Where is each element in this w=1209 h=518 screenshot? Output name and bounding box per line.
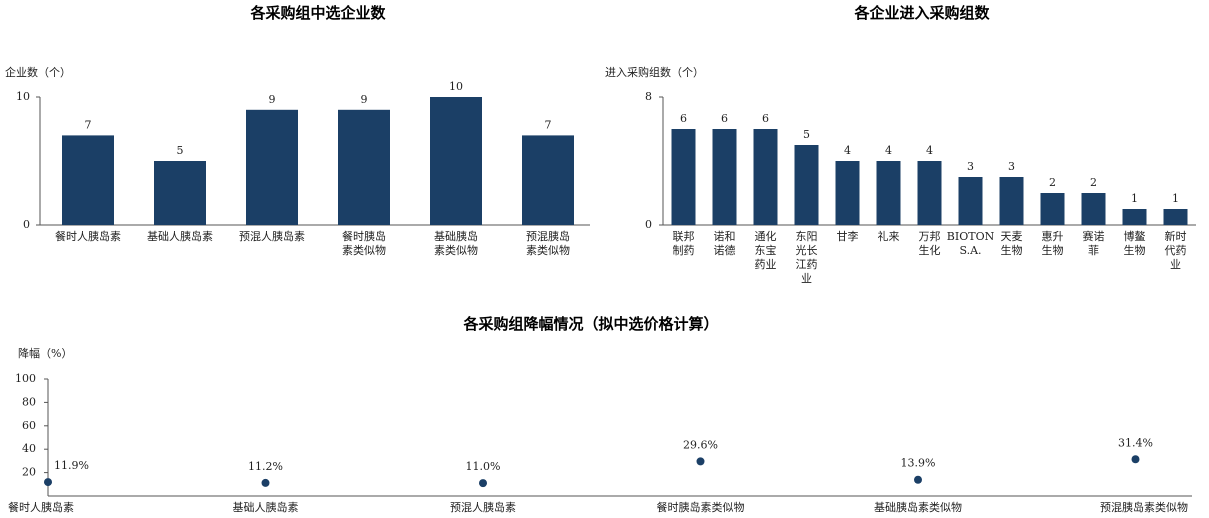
- bar: [522, 135, 574, 225]
- x-tick-label: 基础胰岛素类似物: [874, 500, 962, 514]
- y-tick-label: 100: [15, 372, 36, 385]
- x-tick-label: 基础人胰岛素: [233, 500, 299, 514]
- bar: [154, 161, 206, 225]
- value-label: 6: [680, 112, 687, 125]
- bar: [671, 129, 696, 225]
- x-tick-label: 东阳光长江药业: [796, 230, 818, 285]
- bar: [246, 109, 298, 225]
- x-tick-label: 餐时胰岛素类似物: [657, 500, 745, 514]
- value-label: 11.9%: [54, 459, 89, 472]
- x-tick-label: 预混胰岛素类似物: [526, 229, 570, 257]
- y-tick-label: 0: [23, 218, 30, 231]
- value-label: 2: [1049, 176, 1056, 189]
- x-tick-label: 餐时胰岛素类似物: [342, 229, 386, 257]
- dot: [479, 479, 487, 488]
- x-tick-label: 赛诺菲: [1083, 229, 1105, 257]
- x-tick-label: 预混人胰岛素: [239, 229, 305, 243]
- y-axis-label: 企业数（个）: [5, 65, 71, 79]
- x-tick-label: 天麦生物: [1001, 230, 1023, 257]
- dot: [44, 478, 52, 487]
- y-tick-label: 40: [22, 442, 36, 455]
- y-tick-label: 20: [22, 466, 36, 479]
- x-tick-label: 万邦生化: [919, 230, 941, 257]
- y-axis-label: 进入采购组数（个）: [605, 65, 704, 79]
- bar: [1163, 209, 1188, 225]
- bar: [753, 129, 778, 225]
- x-tick-label: BIOTON S.A.: [947, 230, 995, 257]
- value-label: 5: [177, 144, 184, 157]
- y-tick-label: 8: [645, 90, 652, 103]
- x-tick-label: 新时代药业: [1165, 229, 1187, 271]
- bar: [1122, 209, 1147, 225]
- x-tick-label: 礼来: [878, 229, 900, 243]
- value-label: 5: [803, 128, 810, 141]
- value-label: 2: [1090, 176, 1097, 189]
- value-label: 3: [967, 160, 974, 173]
- x-tick-label: 通化东宝药业: [755, 229, 777, 271]
- x-tick-label: 餐时人胰岛素: [8, 500, 74, 514]
- x-tick-label: 基础胰岛素类似物: [434, 229, 478, 257]
- dot: [1131, 455, 1140, 464]
- value-label: 9: [269, 93, 276, 106]
- y-axis-label: 降幅（%）: [18, 346, 72, 360]
- chart-title: 各采购组中选企业数: [249, 4, 386, 22]
- value-label: 7: [85, 118, 92, 131]
- y-tick-label: 10: [16, 90, 30, 103]
- bar: [835, 161, 860, 225]
- value-label: 31.4%: [1118, 436, 1153, 449]
- dot: [261, 478, 270, 487]
- x-tick-label: 餐时人胰岛素: [55, 229, 121, 243]
- bar: [999, 177, 1024, 225]
- y-tick-label: 80: [22, 395, 36, 408]
- x-tick-label: 预混胰岛素类似物: [1100, 500, 1188, 514]
- bar: [917, 161, 942, 225]
- bar: [712, 129, 737, 225]
- value-label: 10: [449, 80, 463, 93]
- x-tick-label: 基础人胰岛素: [147, 229, 213, 243]
- value-label: 3: [1008, 160, 1015, 173]
- bar: [338, 109, 390, 225]
- value-label: 1: [1131, 192, 1138, 205]
- y-tick-label: 0: [645, 218, 652, 231]
- value-label: 1: [1172, 192, 1179, 205]
- x-tick-label: 博鳌生物: [1124, 229, 1146, 257]
- value-label: 11.2%: [248, 460, 283, 473]
- dot: [696, 457, 705, 466]
- y-tick-label: 60: [22, 419, 36, 432]
- chart-title: 各企业进入采购组数: [853, 4, 990, 22]
- x-tick-label: 甘李: [837, 229, 859, 243]
- bar: [958, 177, 983, 225]
- x-tick-label: 联邦制药: [673, 230, 695, 257]
- dot: [914, 475, 922, 484]
- value-label: 4: [844, 144, 851, 157]
- bar: [876, 161, 901, 225]
- value-label: 9: [361, 93, 368, 106]
- bar: [430, 97, 482, 225]
- bar: [1081, 193, 1106, 225]
- x-tick-label: 预混人胰岛素: [450, 500, 516, 514]
- value-label: 13.9%: [901, 457, 936, 470]
- bar: [62, 135, 114, 225]
- value-label: 4: [885, 144, 892, 157]
- value-label: 29.6%: [683, 438, 718, 451]
- value-label: 11.0%: [466, 460, 501, 473]
- value-label: 4: [926, 144, 933, 157]
- bar: [1040, 193, 1065, 225]
- chart-title: 各采购组降幅情况（拟中选价格计算）: [462, 315, 718, 333]
- value-label: 6: [762, 112, 769, 125]
- value-label: 6: [721, 112, 728, 125]
- x-tick-label: 诺和诺德: [714, 230, 736, 257]
- value-label: 7: [545, 118, 552, 131]
- bar: [794, 145, 819, 225]
- x-tick-label: 惠升生物: [1042, 229, 1064, 257]
